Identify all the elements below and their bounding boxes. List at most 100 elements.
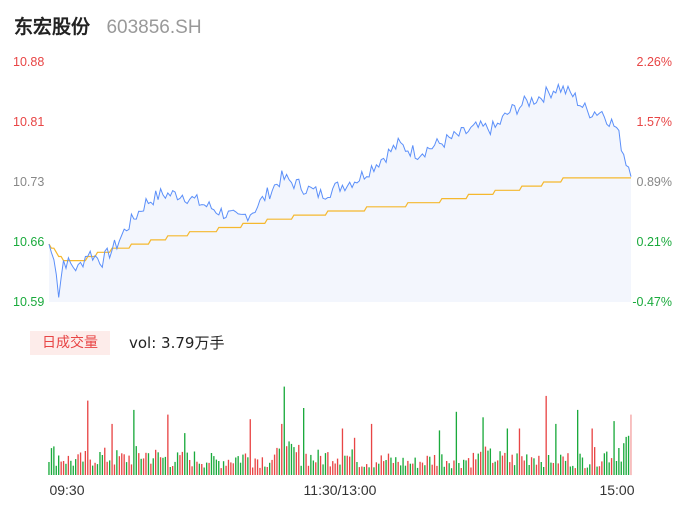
volume-bar	[116, 450, 118, 475]
volume-bar	[145, 452, 147, 475]
volume-bar	[521, 456, 523, 475]
volume-bar	[252, 467, 254, 475]
volume-bar	[555, 423, 557, 476]
volume-bar	[467, 458, 470, 475]
volume-bar	[497, 460, 499, 475]
volume-bar	[305, 453, 307, 475]
volume-bar	[390, 457, 392, 475]
x-tick: 15:00	[599, 482, 634, 498]
volume-bar	[215, 459, 218, 475]
volume-bar	[208, 462, 210, 475]
volume-bar	[213, 456, 215, 475]
volume-bar	[82, 461, 84, 475]
volume-bar	[123, 454, 125, 475]
volume-bar	[533, 458, 535, 475]
volume-bar	[429, 456, 431, 475]
volume-bar	[395, 457, 397, 475]
volume-bar	[353, 437, 356, 475]
volume-bar	[610, 458, 613, 475]
volume-bar	[615, 461, 618, 475]
volume-bar	[487, 450, 489, 475]
volume-bar	[557, 463, 559, 475]
volume-bar	[87, 400, 89, 475]
volume-bar	[346, 455, 348, 475]
volume-bar	[140, 458, 142, 475]
volume-bar	[407, 460, 409, 475]
volume-bar	[572, 465, 574, 475]
volume-bar	[567, 453, 569, 475]
volume-bar	[283, 386, 285, 475]
volume-bar	[465, 460, 467, 475]
volume-bar	[543, 467, 545, 475]
volume-bar	[579, 453, 581, 475]
volume-bar	[121, 453, 123, 475]
volume-bar	[475, 459, 477, 475]
volume-bar	[564, 460, 567, 475]
volume-bar	[101, 455, 104, 475]
volume-bar	[378, 463, 380, 475]
x-tick: 09:30	[49, 482, 84, 498]
volume-bar	[96, 464, 99, 475]
header: 东宏股份 603856.SH	[14, 12, 202, 40]
volume-bar	[322, 464, 324, 475]
volume-bar	[169, 467, 171, 475]
volume-bar	[455, 411, 458, 475]
y-tick-left: 10.81	[13, 115, 44, 129]
volume-bar	[477, 453, 479, 475]
volume-bar	[310, 454, 312, 475]
volume-bar	[404, 465, 407, 475]
volume-bar	[547, 455, 550, 475]
volume-bar	[152, 458, 154, 475]
volume-bar	[278, 448, 281, 475]
volume-bar	[53, 446, 55, 475]
volume-bar	[424, 465, 426, 475]
volume-bar	[336, 458, 339, 475]
volume-bar	[72, 465, 74, 475]
volume-bar	[589, 464, 591, 475]
volume-bar	[222, 461, 225, 475]
volume-bar	[58, 455, 60, 475]
y-tick-right: 0.89%	[637, 175, 672, 189]
volume-bar	[159, 457, 162, 475]
volume-bar	[55, 465, 57, 475]
volume-bar	[315, 462, 317, 475]
volume-bar	[351, 449, 353, 475]
volume-bar	[164, 456, 167, 475]
volume-bar	[368, 467, 370, 475]
volume-bar	[402, 457, 404, 475]
volume-bar	[128, 455, 130, 475]
volume-bar	[344, 455, 346, 475]
volume-bar	[191, 466, 193, 475]
y-tick-right: -0.47%	[632, 295, 672, 309]
volume-bar	[179, 455, 181, 475]
volume-bar	[349, 456, 351, 475]
volume-bar	[596, 466, 598, 475]
volume-bar	[293, 447, 295, 475]
volume-value: vol: 3.79万手	[129, 334, 225, 352]
volume-bar	[630, 414, 632, 476]
volume-bar	[460, 468, 462, 475]
volume-bar	[358, 467, 361, 475]
volume-bar	[472, 452, 475, 475]
volume-bar	[65, 463, 67, 475]
volume-bar	[104, 447, 106, 475]
volume-bar	[627, 435, 630, 475]
y-tick-left: 10.73	[13, 175, 44, 189]
volume-bar	[300, 465, 302, 475]
avg-price-line	[48, 177, 631, 262]
volume-bar	[150, 463, 152, 475]
volume-bar	[453, 460, 455, 475]
volume-bar	[288, 441, 290, 475]
volume-bar	[92, 465, 94, 475]
volume-bar	[109, 460, 111, 475]
volume-bar	[501, 455, 504, 475]
volume-bar	[414, 457, 416, 475]
volume-bar	[317, 449, 319, 475]
volume-bar	[303, 408, 305, 475]
volume-bar	[198, 463, 201, 475]
volume-bar	[431, 464, 433, 475]
volume-bar	[506, 428, 509, 475]
volume-bar	[254, 458, 256, 475]
volume-bar	[227, 459, 230, 475]
volume-bar	[60, 461, 62, 475]
